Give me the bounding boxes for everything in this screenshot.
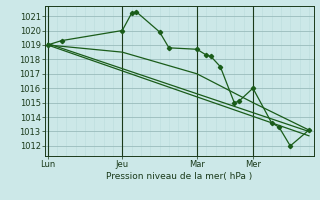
X-axis label: Pression niveau de la mer( hPa ): Pression niveau de la mer( hPa ) <box>106 172 252 181</box>
